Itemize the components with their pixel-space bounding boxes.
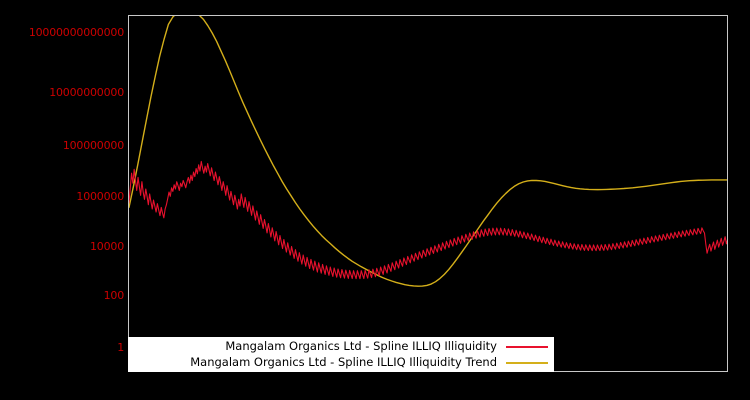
y-axis-tick-label: 100 [103, 289, 125, 302]
series-line-trend [129, 16, 727, 287]
series-line-illiquidity [129, 160, 727, 280]
plot-area [128, 15, 728, 372]
legend-item-illiquidity: Mangalam Organics Ltd - Spline ILLIQ Ill… [128, 339, 554, 355]
legend-label-illiquidity: Mangalam Organics Ltd - Spline ILLIQ Ill… [225, 339, 497, 353]
y-axis-tick-label: 1 [117, 341, 124, 354]
chart-legend: Mangalam Organics Ltd - Spline ILLIQ Ill… [128, 337, 554, 372]
legend-swatch-trend [506, 361, 548, 364]
legend-label-trend: Mangalam Organics Ltd - Spline ILLIQ Ill… [190, 355, 497, 369]
y-axis-tick-label: 100000000 [62, 139, 124, 152]
legend-swatch-illiquidity [506, 345, 548, 348]
y-axis: 10000000000000 10000000000 100000000 100000… [0, 0, 124, 400]
legend-item-trend: Mangalam Organics Ltd - Spline ILLIQ Ill… [128, 355, 554, 371]
y-axis-tick-label: 10000000000 [49, 86, 124, 99]
y-axis-tick-label: 10000 [90, 240, 124, 253]
plot-svg [129, 16, 727, 287]
y-axis-tick-label: 10000000000000 [28, 26, 124, 39]
y-axis-tick-label: 1000000 [76, 190, 124, 203]
